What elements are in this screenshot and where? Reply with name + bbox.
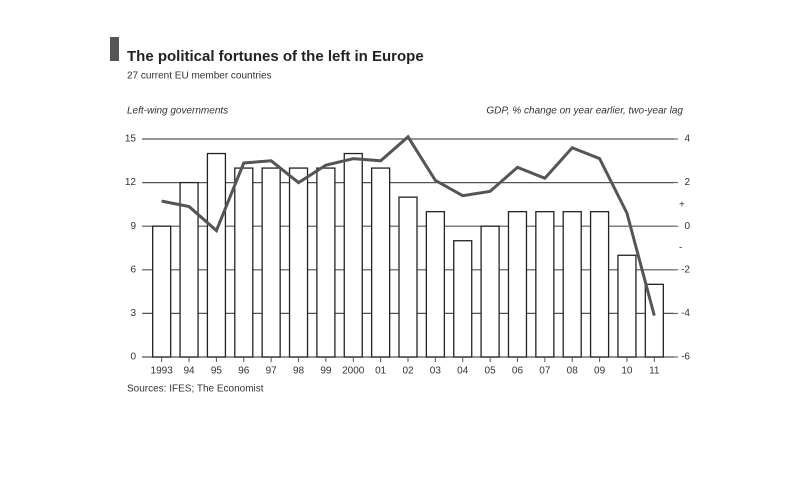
x-tick-label: 02: [402, 366, 414, 377]
annotation: -: [679, 243, 682, 254]
bar: [261, 167, 281, 358]
x-tick-label: 95: [211, 366, 223, 377]
x-tick-label: 97: [266, 366, 278, 377]
x-tick-label: 05: [485, 366, 497, 377]
bar: [480, 225, 500, 358]
bar: [370, 167, 391, 358]
title-marker: [110, 37, 119, 61]
x-tick-label: 1993: [151, 366, 174, 377]
y-axis-label: Left-wing governments: [127, 106, 228, 117]
chart-title: The political fortunes of the left in Eu…: [127, 48, 424, 65]
x-tick-label: 06: [512, 366, 524, 377]
source: Sources: IFES; The Economist: [127, 384, 264, 395]
y-tick-label: 15: [125, 134, 137, 145]
y-tick-label: 12: [125, 177, 137, 188]
x-tick-label: 99: [320, 366, 332, 377]
x-tick-label: 01: [375, 366, 387, 377]
y2-tick-label: 2: [684, 177, 690, 188]
gdp-line: [161, 134, 656, 316]
bar: [398, 196, 418, 358]
x-tick-label: 09: [594, 366, 606, 377]
bar: [206, 152, 227, 358]
x-tick-label: 10: [621, 366, 633, 377]
y2-tick-label: -2: [681, 264, 690, 275]
x-tick-label: 03: [430, 366, 442, 377]
bar: [425, 211, 446, 358]
x-tick-label: 07: [539, 366, 551, 377]
y-tick-label: 6: [130, 264, 136, 275]
x-tick-label: 04: [457, 366, 469, 377]
bar: [343, 152, 363, 358]
y-tick-label: 9: [130, 221, 136, 232]
annotation: +: [679, 200, 685, 211]
bar: [453, 240, 473, 358]
bar: [507, 211, 528, 358]
bar: [535, 211, 555, 358]
y2-tick-label: 4: [684, 134, 690, 145]
y2-tick-label: 0: [684, 221, 690, 232]
y-tick-label: 0: [130, 352, 136, 363]
y-tick-label: 3: [130, 308, 136, 319]
x-tick-label: 08: [567, 366, 579, 377]
chart-subtitle: 27 current EU member countries: [127, 71, 272, 82]
x-tick-label: 94: [183, 366, 195, 377]
x-tick-label: 11: [649, 366, 660, 377]
bar: [179, 181, 199, 358]
y2-axis-label: GDP, % change on year earlier, two-year …: [486, 106, 683, 117]
y2-tick-label: -4: [681, 308, 690, 319]
y2-tick-label: -6: [681, 352, 690, 363]
bar: [589, 211, 610, 358]
bar: [152, 225, 172, 358]
x-tick-label: 98: [293, 366, 305, 377]
bar: [617, 254, 637, 358]
bar: [316, 167, 336, 358]
bar: [562, 211, 582, 358]
x-tick-label: 2000: [342, 366, 365, 377]
bar: [288, 167, 309, 358]
x-tick-label: 96: [238, 366, 250, 377]
bar: [234, 167, 254, 358]
